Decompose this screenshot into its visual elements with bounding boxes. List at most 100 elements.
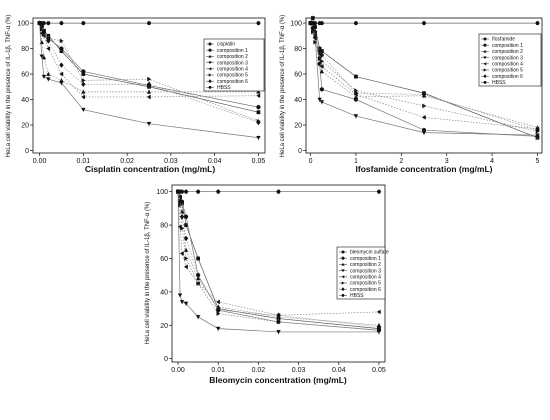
- x-tick-label: 5: [536, 158, 540, 165]
- y-axis-label: HeLa cell viability in the presence of I…: [6, 15, 12, 158]
- data-point: [81, 107, 86, 112]
- y-tick-label: 80: [160, 223, 168, 230]
- data-point: [313, 25, 317, 29]
- legend-marker: [483, 43, 487, 47]
- data-point: [256, 21, 261, 25]
- data-point: [256, 119, 261, 126]
- data-point: [422, 103, 427, 109]
- data-point: [184, 223, 188, 227]
- data-point: [276, 330, 281, 335]
- y-tick-label: 100: [17, 21, 29, 28]
- data-point: [184, 256, 189, 261]
- data-point: [320, 59, 325, 64]
- series-line: [39, 23, 259, 139]
- legend-item: composition 1: [339, 256, 381, 262]
- data-point: [41, 74, 47, 79]
- data-point: [146, 121, 152, 126]
- y-tick-label: 40: [160, 289, 168, 296]
- legend-item: composition 6: [339, 287, 381, 293]
- legend-marker: [341, 281, 345, 285]
- data-point: [256, 89, 261, 94]
- chart-panel-3: 0.00 0.01 0.02 0.03 0.04 0.05 0 20 40 60 80 100 Bleo…: [145, 184, 389, 385]
- series-line: [177, 191, 379, 331]
- data-point: [319, 87, 324, 92]
- legend-label: composition 6: [492, 74, 523, 80]
- x-axis-label: Bleomycin concentration (mg/mL): [209, 375, 347, 385]
- data-point: [183, 235, 189, 242]
- legend-item: Ifosfamide: [481, 37, 515, 43]
- series-line: [39, 23, 259, 93]
- x-tick-label: 0.02: [252, 367, 266, 374]
- legend-item: composition 2: [206, 54, 248, 60]
- legend-label: composition 3: [492, 55, 523, 61]
- series-composition-6: [175, 189, 382, 330]
- data-point: [195, 272, 201, 278]
- data-point: [195, 315, 201, 320]
- x-tick-label: 0.05: [372, 367, 386, 374]
- data-point: [256, 93, 261, 98]
- data-point: [177, 293, 183, 298]
- x-tick-label: 0.05: [252, 158, 266, 165]
- data-point: [216, 299, 220, 305]
- data-point: [183, 264, 188, 270]
- data-point: [421, 115, 426, 120]
- data-point: [59, 21, 64, 25]
- data-point: [146, 81, 152, 87]
- legend-label: composition 3: [350, 268, 381, 274]
- legend-label: composition 1: [217, 48, 248, 54]
- legend-marker: [208, 61, 212, 65]
- data-point: [312, 34, 318, 40]
- data-point: [183, 189, 189, 194]
- legend-item: composition 3: [206, 60, 248, 66]
- data-point: [59, 71, 64, 77]
- data-point: [276, 189, 281, 194]
- data-point: [421, 21, 427, 25]
- data-point: [183, 247, 189, 252]
- data-point: [46, 21, 51, 25]
- data-point: [319, 100, 325, 105]
- legend-item: composition 6: [481, 74, 523, 80]
- data-point: [276, 319, 281, 325]
- legend-label: HBSS: [217, 85, 231, 91]
- x-axis-label: Cisplatin concentration (mg/mL): [85, 164, 216, 174]
- x-tick-label: 0.03: [292, 367, 306, 374]
- data-point: [320, 49, 324, 53]
- data-point: [421, 130, 427, 135]
- legend-marker: [208, 73, 212, 77]
- legend-item: composition 4: [206, 67, 248, 73]
- data-point: [179, 251, 184, 256]
- legend-marker: [208, 42, 212, 46]
- x-tick-label: 0.04: [208, 158, 222, 165]
- legend-label: HBSS: [492, 80, 506, 86]
- data-point: [147, 76, 152, 82]
- y-tick-label: 40: [294, 97, 302, 104]
- x-tick-label: 0.02: [120, 158, 134, 165]
- x-tick-label: 0.01: [211, 367, 225, 374]
- series-line: [39, 23, 259, 98]
- y-tick-label: 20: [160, 323, 168, 330]
- legend-item: composition 3: [481, 55, 523, 61]
- data-point: [313, 40, 318, 45]
- data-point: [178, 202, 183, 208]
- data-point: [535, 127, 540, 133]
- legend-item: composition 4: [339, 275, 381, 281]
- legend-item: HBSS: [339, 293, 364, 299]
- legend-label: bleomycin sulfate: [350, 250, 389, 256]
- data-point: [319, 21, 325, 25]
- data-point: [41, 29, 47, 35]
- series-hbss: [308, 20, 540, 26]
- y-axis-label: HeLa cell viability in the presence of I…: [280, 15, 286, 158]
- x-axis-label: Ifosfamide concentration (mg/mL): [356, 164, 493, 174]
- data-point: [216, 189, 221, 194]
- y-tick-label: 80: [21, 46, 29, 53]
- data-point: [310, 16, 315, 20]
- legend-label: composition 2: [350, 262, 381, 268]
- legend-item: composition 5: [339, 281, 381, 287]
- data-point: [39, 40, 44, 44]
- series-line: [39, 22, 259, 122]
- legend-box: [203, 38, 265, 92]
- data-point: [319, 52, 325, 58]
- legend-item: composition 4: [481, 62, 523, 68]
- legend-label: composition 2: [217, 54, 248, 60]
